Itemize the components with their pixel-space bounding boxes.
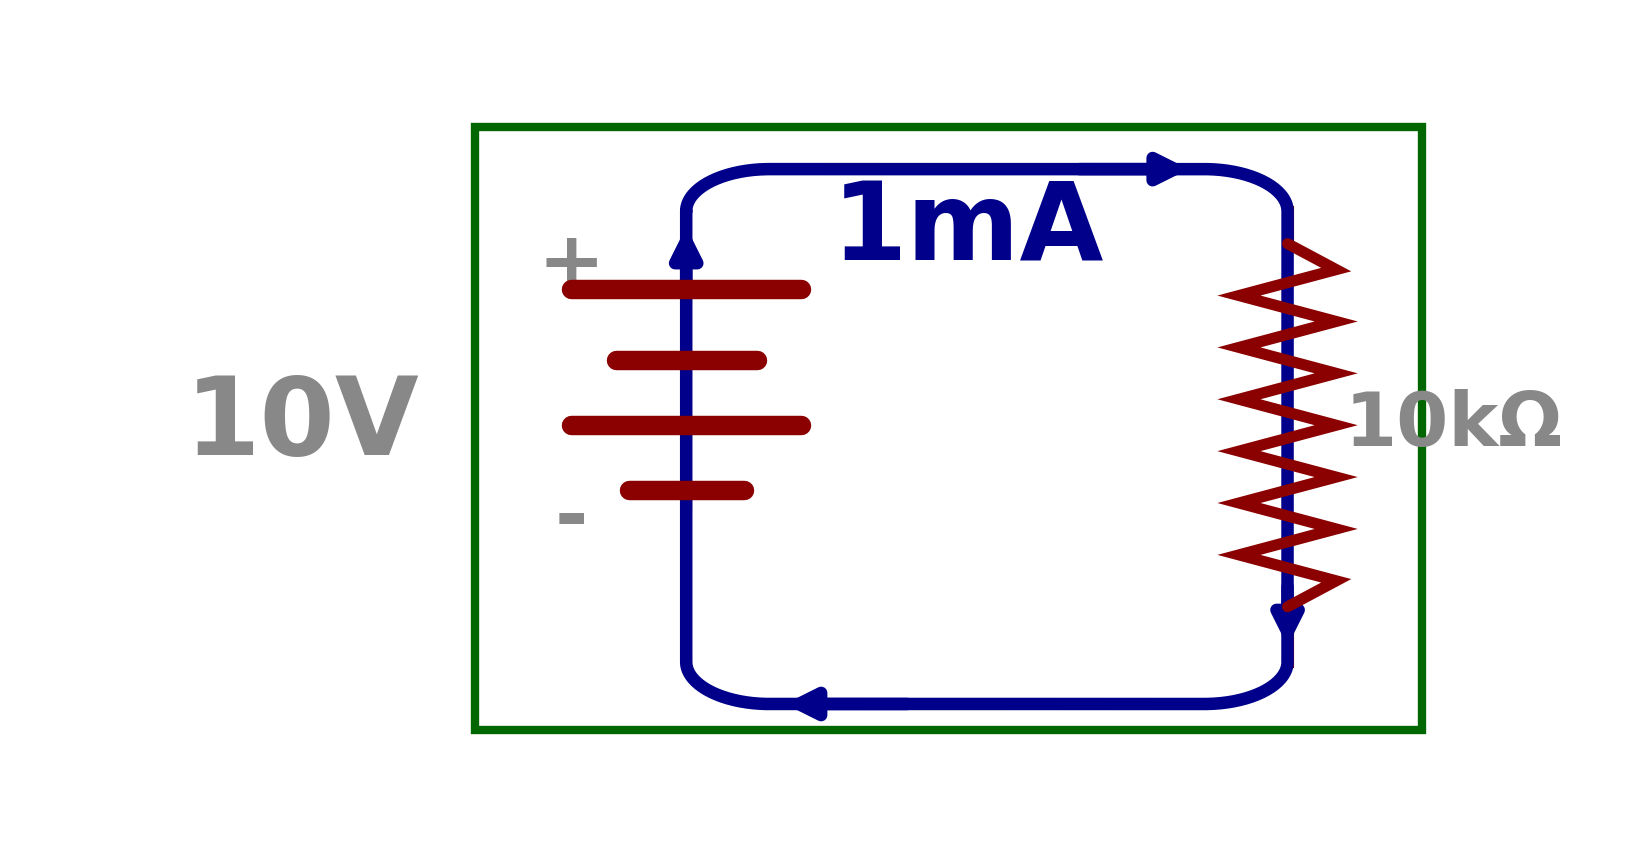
Text: 10kΩ: 10kΩ: [1346, 389, 1563, 461]
Bar: [475, 127, 1422, 730]
Text: 1mA: 1mA: [832, 178, 1105, 284]
Text: 10V: 10V: [185, 372, 419, 478]
Text: -: -: [555, 480, 588, 558]
Text: +: +: [537, 227, 604, 306]
